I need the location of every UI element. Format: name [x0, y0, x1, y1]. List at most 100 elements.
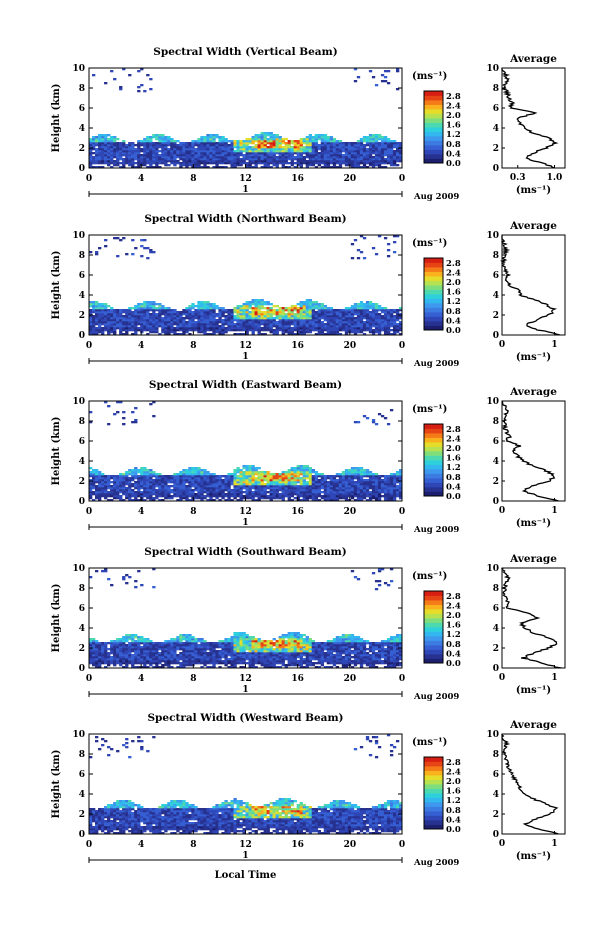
heatmap-cell [137, 570, 141, 573]
heatmap-cell [272, 477, 276, 480]
heatmap-cell [101, 495, 105, 498]
heatmap-cell [152, 156, 156, 159]
heatmap-cell [326, 150, 331, 153]
heatmap-cell [236, 305, 240, 308]
heatmap-cell [92, 148, 96, 151]
heatmap-cell [302, 303, 306, 306]
heatmap-cell [320, 307, 325, 310]
heatmap-cell [305, 136, 309, 139]
heatmap-cell [377, 319, 382, 322]
heatmap-cell [323, 164, 328, 167]
heatmap-cell [383, 417, 388, 420]
heatmap-cell [314, 160, 319, 163]
heatmap-cell [281, 311, 285, 314]
heatmap-cell [119, 327, 123, 330]
heatmap-cell [92, 329, 96, 332]
heatmap-cell [131, 483, 135, 486]
heatmap-cell [242, 315, 246, 318]
heatmap-cell [296, 477, 300, 480]
heatmap-cell [308, 309, 313, 312]
heatmap-cell [236, 467, 240, 470]
heatmap-cell [95, 136, 99, 139]
heatmap-cell [275, 138, 279, 141]
heatmap-cell [107, 140, 111, 143]
heatmap-cell [359, 311, 364, 314]
heatmap-cell [317, 315, 322, 318]
colorbar-tick-label: 0.0 [446, 159, 461, 169]
heatmap-cell [239, 477, 243, 480]
heatmap-cell [248, 487, 252, 490]
heatmap-cell [359, 495, 364, 498]
heatmap-cell [290, 321, 294, 324]
heatmap-cell [122, 660, 126, 663]
heatmap-cell [356, 485, 361, 488]
heatmap-cell [89, 495, 93, 498]
heatmap-cell [170, 323, 174, 326]
heatmap-cell [269, 154, 273, 157]
heatmap-cell [266, 485, 270, 488]
heatmap-cell [254, 156, 258, 159]
heatmap-cell [164, 481, 168, 484]
heatmap-cell [278, 323, 282, 326]
heatmap-cell [287, 489, 291, 492]
heatmap-cell [281, 154, 285, 157]
heatmap-cell [146, 648, 150, 651]
heatmap-cell [383, 152, 388, 155]
heatmap-cell [125, 497, 129, 500]
heatmap-cell [371, 421, 376, 424]
heatmap-cell [158, 315, 162, 318]
heatmap-cell [131, 485, 135, 488]
heatmap-cell [131, 152, 135, 155]
heatmap-cell [206, 319, 210, 322]
heatmap-cell [302, 481, 306, 484]
heatmap-cell [221, 138, 225, 141]
heatmap-cell [326, 313, 331, 316]
heatmap-cell [296, 317, 300, 320]
heatmap-cell [89, 146, 93, 149]
heatmap-cell [344, 497, 349, 500]
heatmap-cell [119, 313, 123, 316]
heatmap-cell [107, 162, 111, 165]
heatmap-cell [308, 327, 313, 330]
heatmap-cell [374, 323, 379, 326]
heatmap-cell [149, 307, 153, 310]
heatmap-cell [329, 491, 334, 494]
heatmap-cell [161, 493, 165, 496]
heatmap-cell [221, 140, 225, 143]
heatmap-cell [296, 319, 300, 322]
heatmap-cell [122, 493, 126, 496]
heatmap-cell [125, 654, 129, 657]
heatmap-cell [251, 162, 255, 165]
heatmap-cell [152, 481, 156, 484]
heatmap-cell [254, 313, 258, 316]
heatmap-cell [209, 497, 213, 500]
heatmap-cell [92, 646, 96, 649]
heatmap-cell [152, 491, 156, 494]
heatmap-cell [146, 247, 150, 250]
heatmap-cell [224, 475, 228, 478]
heatmap-cell [281, 481, 285, 484]
heatmap-cell [110, 309, 114, 312]
heatmap-cell [179, 493, 183, 496]
heatmap-cell [182, 481, 186, 484]
heatmap-cell [176, 315, 180, 318]
heatmap-cell [161, 485, 165, 488]
heatmap-cell [212, 331, 216, 334]
heatmap-cell [356, 497, 361, 500]
colorbar-segment [424, 118, 443, 123]
heatmap-cell [155, 142, 159, 145]
profile-x-tick-label: 0.3 [510, 173, 526, 183]
heatmap-cell [290, 471, 294, 474]
heatmap-cell [134, 162, 138, 165]
heatmap-cell [146, 475, 150, 478]
heatmap-cell [116, 401, 120, 404]
heatmap-cell [134, 150, 138, 153]
heatmap-cell [176, 162, 180, 165]
heatmap-cell [386, 315, 391, 318]
heatmap-cell [380, 152, 385, 155]
heatmap-cell [257, 140, 261, 143]
heatmap-cell [326, 311, 331, 314]
heatmap-cell [98, 140, 102, 143]
heatmap-cell [269, 329, 273, 332]
heatmap-cell [167, 475, 171, 478]
